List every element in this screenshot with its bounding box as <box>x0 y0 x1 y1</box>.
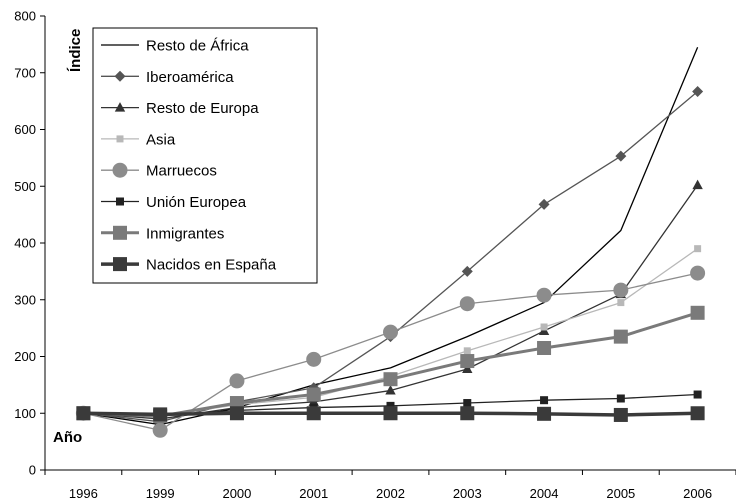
point-marker <box>538 198 550 210</box>
point-marker <box>386 401 395 410</box>
point-marker <box>460 406 475 421</box>
legend-label: Resto de Europa <box>146 100 259 117</box>
x-tick-label: 2001 <box>299 486 328 501</box>
series-0 <box>83 46 699 426</box>
point-marker <box>385 385 396 395</box>
point-marker <box>616 394 625 403</box>
point-marker <box>114 70 126 82</box>
point-marker <box>459 296 475 312</box>
point-marker <box>613 329 628 344</box>
legend-item: Asia <box>101 131 176 148</box>
point-marker <box>306 387 321 402</box>
point-marker <box>536 287 552 303</box>
legend-label: Inmigrantes <box>146 225 224 242</box>
legend: Resto de África Iberoamérica Resto de Euro… <box>92 27 318 284</box>
x-tick-label: 2006 <box>683 486 712 501</box>
point-marker <box>613 282 629 298</box>
point-marker <box>306 406 321 421</box>
point-marker <box>537 340 552 355</box>
point-marker <box>615 150 627 162</box>
series-line <box>83 46 699 426</box>
point-marker <box>229 373 245 389</box>
legend-label: Resto de África <box>146 38 249 55</box>
point-marker <box>463 347 471 355</box>
y-tick-label: 0 <box>29 463 36 478</box>
y-tick-label: 500 <box>14 179 36 194</box>
legend-label: Nacidos en España <box>146 257 277 274</box>
point-marker <box>463 399 472 408</box>
series-7 <box>76 406 705 422</box>
point-marker <box>112 162 128 178</box>
point-marker <box>114 102 126 112</box>
legend-item: Iberoamérica <box>101 69 234 86</box>
x-tick-label: 2000 <box>222 486 251 501</box>
series-layer <box>75 46 706 438</box>
point-marker <box>693 390 702 399</box>
legend-item: Unión Europea <box>101 194 247 211</box>
point-marker <box>690 265 706 281</box>
point-marker <box>153 407 168 422</box>
point-marker <box>383 324 398 340</box>
point-marker <box>462 363 473 373</box>
point-marker <box>692 85 704 97</box>
point-marker <box>460 354 475 369</box>
legend-item: Nacidos en España <box>101 257 277 274</box>
point-marker <box>76 406 91 421</box>
y-tick-label: 300 <box>14 292 36 307</box>
point-marker <box>540 396 549 405</box>
legend-label: Asia <box>146 131 176 148</box>
legend-box <box>92 27 318 284</box>
legend-item: Inmigrantes <box>101 225 224 242</box>
point-marker <box>537 406 552 421</box>
y-tick-label: 600 <box>14 122 36 137</box>
x-axis-title: Año <box>53 429 82 446</box>
point-marker <box>306 351 322 367</box>
y-tick-label: 700 <box>14 65 36 80</box>
y-tick-label: 800 <box>14 9 36 24</box>
x-tick-label: 1999 <box>146 486 175 501</box>
point-marker <box>617 299 625 307</box>
point-marker <box>540 323 548 331</box>
point-marker <box>383 406 398 421</box>
legend-item: Marruecos <box>101 162 217 180</box>
x-tick-label: 2004 <box>530 486 559 501</box>
legend-item: Resto de Europa <box>101 100 259 117</box>
point-marker <box>461 265 473 277</box>
point-marker <box>694 245 702 253</box>
point-marker <box>383 372 398 387</box>
point-marker <box>690 406 705 421</box>
legend-label: Unión Europea <box>146 194 247 211</box>
point-marker <box>113 257 127 272</box>
point-marker <box>152 422 168 438</box>
point-marker <box>229 406 244 421</box>
x-tick-label: 2003 <box>453 486 482 501</box>
y-tick-label: 200 <box>14 349 36 364</box>
y-axis-title: Índice <box>67 29 84 72</box>
x-tick-label: 1996 <box>69 486 98 501</box>
y-tick-label: 100 <box>14 406 36 421</box>
axes: 0 100 200 300 400 500 600 700 800 1996 1999 2000 200… <box>14 9 736 501</box>
x-tick-label: 2002 <box>376 486 405 501</box>
legend-label: Iberoamérica <box>146 69 234 86</box>
point-marker <box>116 197 124 206</box>
point-marker <box>613 407 628 422</box>
point-marker <box>690 305 705 320</box>
point-marker <box>692 179 703 190</box>
legend-label: Marruecos <box>146 163 217 180</box>
point-marker <box>116 135 124 143</box>
legend-item: Resto de África <box>101 38 249 55</box>
x-tick-label: 2005 <box>606 486 635 501</box>
point-marker <box>113 225 127 240</box>
y-tick-label: 400 <box>14 236 36 251</box>
